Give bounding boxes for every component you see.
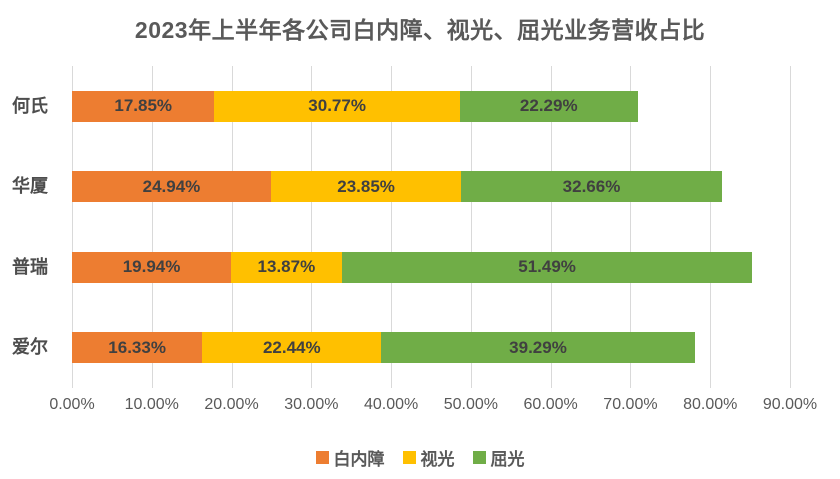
x-axis-tick-label: 30.00% bbox=[284, 396, 339, 413]
bar-segment: 16.33% bbox=[72, 332, 203, 364]
bar-segment-label: 23.85% bbox=[337, 176, 395, 196]
plot-area: 17.85% 30.77% 22.29% 24.94% 23.85% 32.66% 19.9… bbox=[72, 66, 791, 388]
bar-segment-label: 39.29% bbox=[509, 337, 567, 357]
gridline bbox=[391, 66, 393, 388]
gridline bbox=[550, 66, 552, 388]
gridline bbox=[630, 66, 632, 388]
bar-segment-label: 22.44% bbox=[262, 337, 321, 357]
legend-item-label: 视光 bbox=[420, 450, 455, 469]
bar-segment: 13.87% bbox=[231, 251, 342, 283]
bar-segment: 30.77% bbox=[214, 90, 460, 122]
legend: 白内障 视光 屈光 bbox=[0, 445, 840, 470]
bar-segment-label: 24.94% bbox=[142, 176, 201, 196]
legend-item: 白内障 bbox=[315, 445, 385, 470]
bar-segment: 39.29% bbox=[381, 332, 695, 364]
bar-segment-label: 16.33% bbox=[108, 337, 166, 357]
bar-row: 17.85% 30.77% 22.29% bbox=[72, 90, 638, 122]
bar-segment-label: 30.77% bbox=[308, 96, 366, 116]
gridline bbox=[710, 66, 712, 388]
x-axis-tick-label: 40.00% bbox=[363, 396, 419, 413]
category-label: 爱尔 bbox=[12, 337, 48, 358]
chart-title: 2023年上半年各公司白内障、视光、屈光业务营收占比 bbox=[134, 17, 706, 43]
category-label: 何氏 bbox=[12, 95, 48, 116]
bar-segment: 22.29% bbox=[459, 90, 638, 122]
bar-segment-label: 51.49% bbox=[518, 257, 576, 277]
legend-item: 视光 bbox=[402, 445, 455, 470]
category-label: 普瑞 bbox=[12, 256, 48, 277]
legend-swatch bbox=[315, 451, 329, 464]
bar-segment-label: 13.87% bbox=[257, 257, 316, 277]
category-label: 华厦 bbox=[12, 176, 48, 197]
bar-row: 19.94% 13.87% 51.49% bbox=[72, 251, 753, 283]
x-axis-tick-label: 20.00% bbox=[204, 396, 259, 413]
bar-segment-label: 19.94% bbox=[122, 257, 181, 277]
bar-segment: 19.94% bbox=[72, 251, 232, 283]
legend-swatch bbox=[402, 451, 416, 464]
legend-item-label: 白内障 bbox=[333, 450, 385, 469]
gridline bbox=[72, 66, 73, 388]
bar-segment: 24.94% bbox=[72, 171, 271, 203]
bar-segment-label: 17.85% bbox=[114, 96, 173, 116]
legend-swatch bbox=[472, 451, 486, 464]
gridline bbox=[151, 66, 153, 388]
bar-segment: 51.49% bbox=[341, 251, 753, 283]
legend-item: 屈光 bbox=[472, 445, 525, 470]
gridline bbox=[231, 66, 233, 388]
gridline bbox=[311, 66, 313, 388]
bar-segment: 17.85% bbox=[72, 90, 215, 122]
legend-item-label: 屈光 bbox=[490, 450, 525, 469]
x-axis-tick-label: 90.00% bbox=[762, 396, 818, 413]
bar-segment-label: 32.66% bbox=[562, 176, 621, 196]
x-axis-tick-label: 50.00% bbox=[443, 396, 498, 413]
gridline bbox=[470, 66, 472, 388]
bar-row: 16.33% 22.44% 39.29% bbox=[72, 332, 695, 364]
x-axis-tick-label: 10.00% bbox=[124, 396, 179, 413]
x-axis-tick-label: 60.00% bbox=[523, 396, 578, 413]
bar-segment-label: 22.29% bbox=[519, 96, 578, 116]
bar-segment: 32.66% bbox=[461, 171, 722, 203]
x-axis-tick-label: 70.00% bbox=[603, 396, 658, 413]
x-axis-tick-label: 0.00% bbox=[49, 396, 95, 413]
bar-segment: 23.85% bbox=[270, 171, 462, 203]
x-axis-tick-label: 80.00% bbox=[683, 396, 738, 413]
bar-segment: 22.44% bbox=[202, 332, 382, 364]
gridline bbox=[790, 66, 791, 388]
bar-row: 24.94% 23.85% 32.66% bbox=[72, 171, 722, 203]
